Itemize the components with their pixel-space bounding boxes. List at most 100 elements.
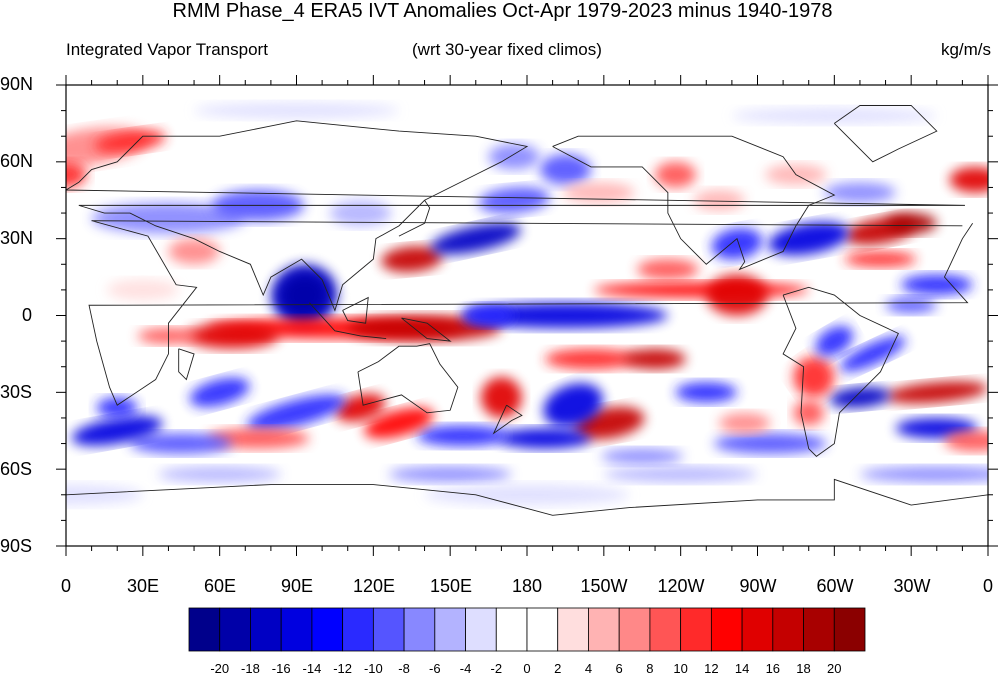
colorbar bbox=[188, 607, 866, 652]
anomaly-blob bbox=[768, 221, 850, 256]
colorbar-tick-label: 6 bbox=[615, 661, 623, 676]
colorbar-tick-label: 4 bbox=[584, 661, 593, 676]
coastlines bbox=[66, 105, 988, 516]
lon-label-0: 0 bbox=[60, 576, 72, 596]
anomaly-blob bbox=[839, 336, 906, 372]
colorbar-swatch bbox=[465, 607, 497, 652]
colorbar-swatch bbox=[618, 607, 651, 652]
anomaly-blob bbox=[96, 397, 138, 418]
anomaly-blob bbox=[539, 154, 592, 185]
colorbar-tick-label: 16 bbox=[765, 661, 781, 676]
anomaly-blob bbox=[71, 415, 163, 446]
anomaly-blob bbox=[885, 297, 937, 313]
colorbar-swatch bbox=[526, 607, 559, 652]
coastline bbox=[308, 302, 387, 339]
lat-label-60s: 60S bbox=[0, 459, 33, 479]
anomaly-blob bbox=[206, 428, 310, 449]
anomaly-blob bbox=[675, 382, 738, 403]
coastline bbox=[492, 404, 523, 435]
colorbar-tick-label: -18 bbox=[241, 661, 260, 676]
lat-label-eq: 0 bbox=[22, 305, 33, 325]
lon-label-90w: 90W bbox=[739, 576, 777, 596]
anomaly-blob bbox=[655, 161, 697, 188]
anomaly-blob bbox=[731, 108, 937, 124]
colorbar-swatch bbox=[434, 607, 466, 652]
colorbar-tick-label: -4 bbox=[459, 661, 472, 676]
anomaly-blob bbox=[364, 407, 434, 439]
anomaly-field bbox=[66, 102, 988, 506]
anomaly-blob bbox=[844, 251, 917, 267]
anomaly-blob bbox=[91, 202, 246, 234]
coastline bbox=[398, 200, 431, 237]
colorbar-swatch bbox=[219, 607, 251, 652]
coastline bbox=[66, 120, 965, 312]
anomaly-blob bbox=[793, 400, 825, 426]
anomaly-blob bbox=[329, 200, 392, 226]
colorbar-swatch bbox=[741, 607, 774, 652]
anomaly-blob bbox=[706, 274, 768, 316]
colorbar-swatch bbox=[772, 607, 804, 652]
colorbar-tick-label: 0 bbox=[523, 661, 531, 676]
colorbar-tick-label: -6 bbox=[429, 661, 441, 676]
anomaly-blob bbox=[711, 228, 763, 260]
anomaly-blob bbox=[637, 259, 699, 280]
lon-label-150w: 150W bbox=[580, 576, 628, 596]
colorbar-swatch bbox=[557, 607, 589, 652]
coastline bbox=[357, 343, 459, 414]
lon-label-150e: 150E bbox=[429, 576, 473, 596]
lat-label-90n: 90N bbox=[0, 74, 34, 94]
colorbar-tick-label: 2 bbox=[554, 661, 562, 676]
colorbar-swatch bbox=[803, 607, 835, 652]
anomaly-blob bbox=[194, 102, 399, 119]
anomaly-blob bbox=[900, 274, 973, 296]
anomaly-blob bbox=[106, 279, 179, 301]
anomaly-blob bbox=[949, 166, 988, 193]
anomaly-blob bbox=[66, 161, 87, 188]
anomaly-blob bbox=[189, 377, 250, 408]
anomaly-blob bbox=[544, 348, 638, 370]
colorbar-swatch bbox=[710, 607, 743, 652]
colorbar-tick-label: 12 bbox=[704, 661, 719, 676]
anomaly-blob bbox=[416, 425, 510, 447]
colorbar-swatch bbox=[649, 607, 682, 652]
subtitle-center: (wrt 30-year fixed climos) bbox=[412, 40, 602, 59]
lon-label-90e: 90E bbox=[280, 576, 314, 596]
coastline bbox=[66, 478, 988, 516]
anomaly-blob bbox=[713, 433, 827, 454]
lat-label-60n: 60N bbox=[0, 151, 34, 171]
colorbar-swatch bbox=[588, 607, 620, 652]
coastline bbox=[88, 220, 974, 406]
anomaly-blob bbox=[388, 466, 512, 482]
colorbar-tick-label: 20 bbox=[827, 661, 842, 676]
colorbar-tick-label: 8 bbox=[646, 661, 654, 676]
anomaly-blob bbox=[462, 305, 515, 326]
anomaly-blob bbox=[624, 348, 686, 370]
units-label: kg/m/s bbox=[940, 40, 991, 59]
lon-label-60e: 60E bbox=[203, 576, 237, 596]
anomaly-blob bbox=[859, 466, 988, 482]
lon-label-180: 180 bbox=[511, 576, 543, 596]
colorbar-tick-label: -10 bbox=[363, 661, 383, 676]
anomaly-blob bbox=[94, 130, 166, 153]
coastline bbox=[401, 317, 452, 342]
colorbar-swatch bbox=[495, 607, 528, 652]
anomaly-blob bbox=[246, 394, 347, 431]
lon-label-30e: 30E bbox=[126, 576, 160, 596]
lat-label-30n: 30N bbox=[0, 228, 34, 248]
anomaly-blob bbox=[478, 187, 550, 214]
colorbar-tick-label: 14 bbox=[734, 661, 750, 676]
anomaly-blob bbox=[693, 190, 745, 211]
anomaly-blob bbox=[498, 428, 592, 449]
colorbar-swatch bbox=[342, 607, 374, 652]
map-title: RMM Phase_4 ERA5 IVT Anomalies Oct-Apr 1… bbox=[172, 0, 833, 22]
subtitle-left: Integrated Vapor Transport bbox=[66, 40, 268, 59]
lon-label-120e: 120E bbox=[352, 576, 396, 596]
anomaly-blob bbox=[601, 448, 684, 465]
coastline bbox=[342, 296, 369, 324]
anomaly-blob bbox=[824, 182, 896, 203]
anomaly-blob bbox=[829, 386, 891, 409]
colorbar-tick-label: -2 bbox=[490, 661, 503, 676]
anomaly-blob bbox=[885, 213, 937, 234]
colorbar-tick-label: -14 bbox=[302, 661, 322, 676]
